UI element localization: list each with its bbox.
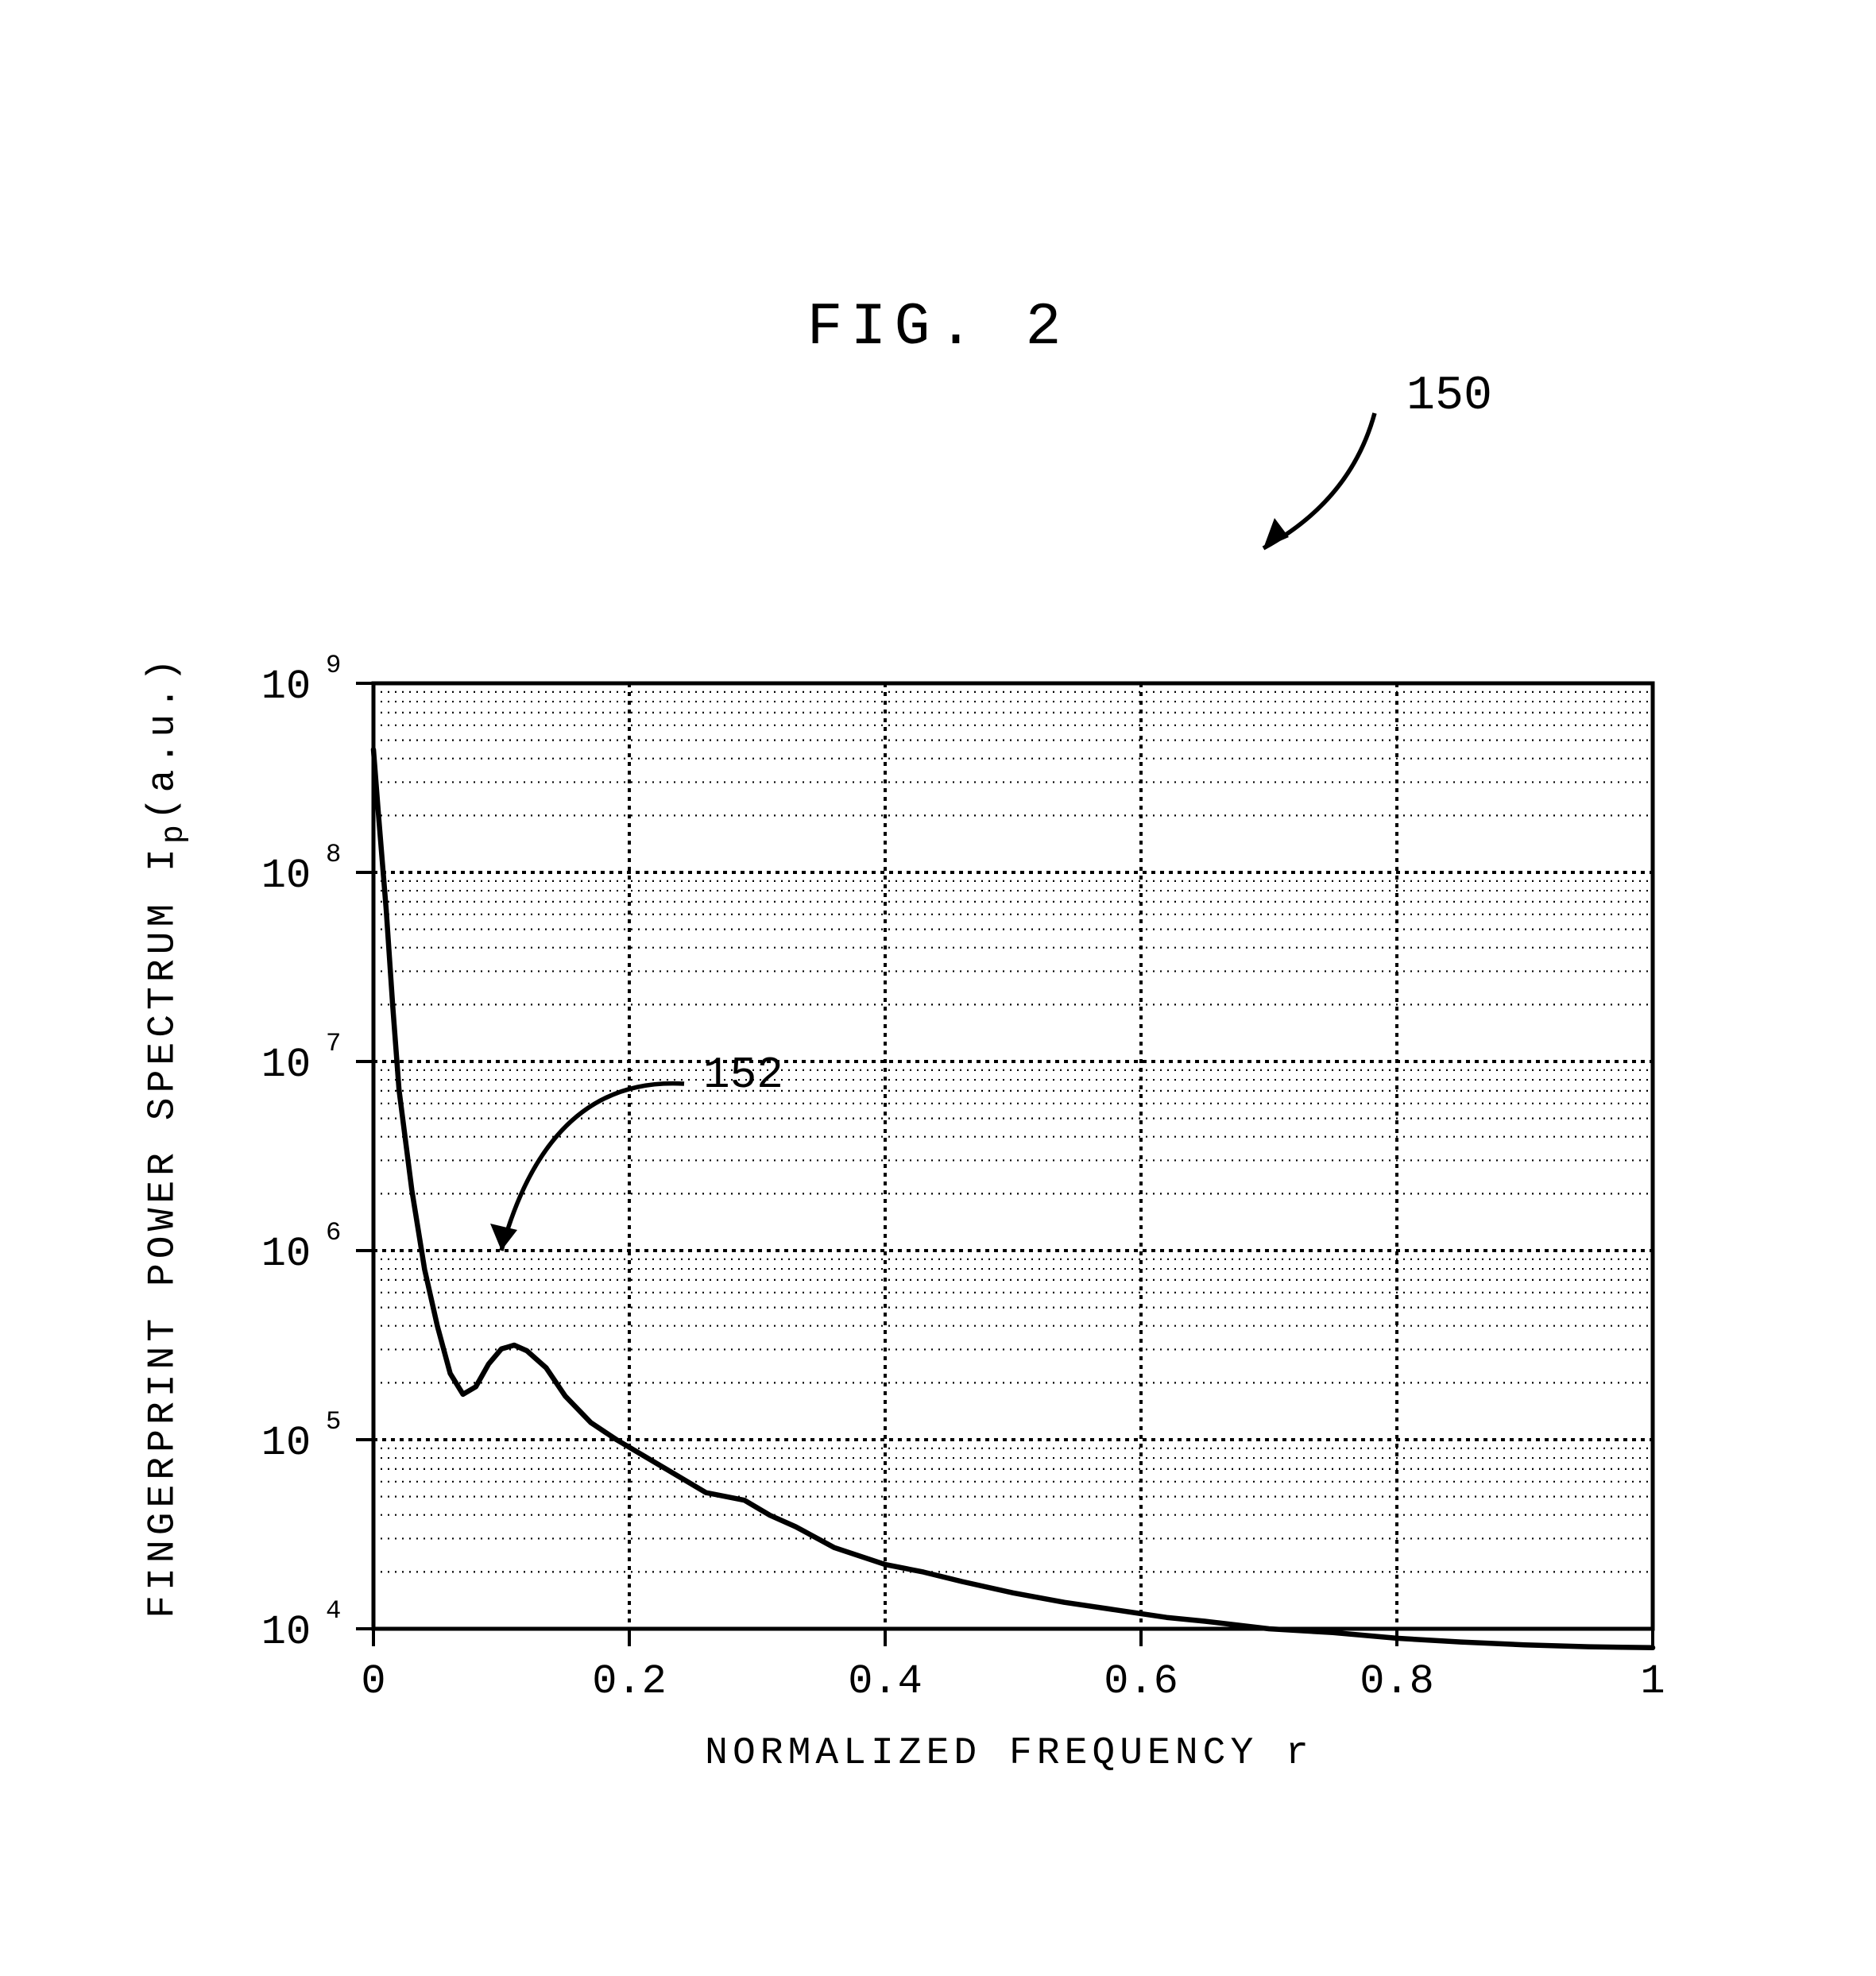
svg-text:10: 10 [261,853,311,899]
svg-text:0.8: 0.8 [1360,1658,1434,1705]
svg-text:0: 0 [361,1658,385,1705]
svg-text:4: 4 [326,1596,341,1626]
svg-text:150: 150 [1406,369,1492,423]
power-spectrum-chart: 0 0.2 0.4 0.6 0.8 1 10 4 10 5 10 6 10 7 10 8 10 9 150 152 [0,326,1876,1915]
svg-text:10: 10 [261,1609,311,1656]
svg-text:9: 9 [326,651,341,680]
svg-text:0.6: 0.6 [1104,1658,1178,1705]
svg-text:0.2: 0.2 [592,1658,667,1705]
svg-text:10: 10 [261,1042,311,1089]
svg-text:10: 10 [261,663,311,710]
svg-text:152: 152 [703,1050,783,1100]
svg-text:5: 5 [326,1407,341,1437]
page: FIG. 2 FINGERPRINT POWER SPECTRUM Ip(a.u… [0,0,1876,1976]
svg-text:6: 6 [326,1218,341,1247]
svg-text:8: 8 [326,840,341,869]
svg-text:1: 1 [1640,1658,1665,1705]
svg-text:0.4: 0.4 [848,1658,923,1705]
svg-text:10: 10 [261,1420,311,1467]
svg-text:10: 10 [261,1231,311,1278]
svg-text:7: 7 [326,1029,341,1058]
